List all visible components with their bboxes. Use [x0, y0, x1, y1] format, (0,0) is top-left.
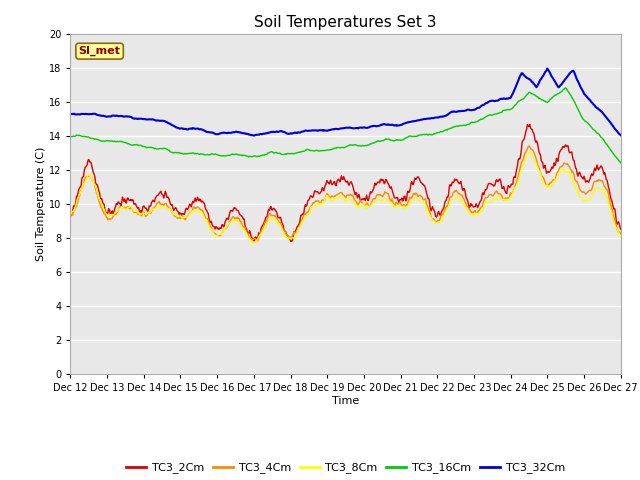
TC3_4Cm — [617, 231, 625, 237]
TC3_4Cm — [253, 238, 261, 244]
TC3_16Cm — [218, 153, 226, 159]
X-axis label: Time: Time — [332, 396, 359, 406]
TC3_4Cm — [67, 213, 74, 219]
TC3_16Cm — [67, 134, 74, 140]
TC3_32Cm — [250, 133, 258, 139]
TC3_8Cm — [413, 197, 421, 203]
TC3_8Cm — [218, 230, 226, 236]
TC3_4Cm — [133, 210, 141, 216]
TC3_2Cm — [287, 239, 294, 244]
TC3_4Cm — [77, 190, 84, 195]
TC3_32Cm — [77, 111, 84, 117]
TC3_2Cm — [218, 222, 226, 228]
Y-axis label: Soil Temperature (C): Soil Temperature (C) — [36, 147, 46, 261]
TC3_8Cm — [429, 217, 437, 223]
TC3_16Cm — [562, 85, 570, 91]
Line: TC3_2Cm: TC3_2Cm — [70, 124, 621, 241]
Title: Soil Temperatures Set 3: Soil Temperatures Set 3 — [254, 15, 437, 30]
TC3_2Cm — [617, 227, 625, 232]
Legend: TC3_2Cm, TC3_4Cm, TC3_8Cm, TC3_16Cm, TC3_32Cm: TC3_2Cm, TC3_4Cm, TC3_8Cm, TC3_16Cm, TC3… — [122, 458, 569, 478]
TC3_8Cm — [67, 212, 74, 217]
Line: TC3_32Cm: TC3_32Cm — [70, 69, 621, 136]
TC3_16Cm — [429, 132, 436, 138]
Line: TC3_4Cm: TC3_4Cm — [70, 146, 621, 241]
TC3_8Cm — [525, 150, 532, 156]
TC3_8Cm — [189, 207, 196, 213]
Text: SI_met: SI_met — [79, 46, 120, 56]
TC3_8Cm — [133, 209, 141, 215]
TC3_32Cm — [413, 118, 421, 123]
TC3_32Cm — [543, 66, 551, 72]
TC3_4Cm — [525, 143, 532, 149]
TC3_4Cm — [189, 205, 196, 211]
TC3_2Cm — [67, 213, 74, 219]
TC3_2Cm — [526, 121, 534, 127]
TC3_8Cm — [77, 190, 84, 196]
TC3_2Cm — [133, 204, 141, 210]
Line: TC3_8Cm: TC3_8Cm — [70, 153, 621, 243]
Line: TC3_16Cm: TC3_16Cm — [70, 88, 621, 163]
TC3_16Cm — [189, 150, 196, 156]
TC3_32Cm — [617, 132, 625, 138]
TC3_16Cm — [413, 133, 420, 139]
TC3_32Cm — [429, 115, 437, 121]
TC3_4Cm — [413, 192, 421, 197]
TC3_4Cm — [218, 230, 226, 236]
TC3_2Cm — [429, 206, 437, 212]
TC3_32Cm — [189, 125, 196, 131]
TC3_2Cm — [189, 199, 196, 204]
TC3_4Cm — [429, 216, 437, 222]
TC3_16Cm — [77, 133, 84, 139]
TC3_8Cm — [250, 240, 257, 246]
TC3_32Cm — [133, 116, 141, 122]
TC3_8Cm — [617, 234, 625, 240]
TC3_2Cm — [77, 184, 84, 190]
TC3_32Cm — [67, 111, 74, 117]
TC3_16Cm — [617, 160, 625, 166]
TC3_2Cm — [413, 175, 421, 180]
TC3_16Cm — [133, 142, 141, 148]
TC3_32Cm — [218, 130, 226, 136]
